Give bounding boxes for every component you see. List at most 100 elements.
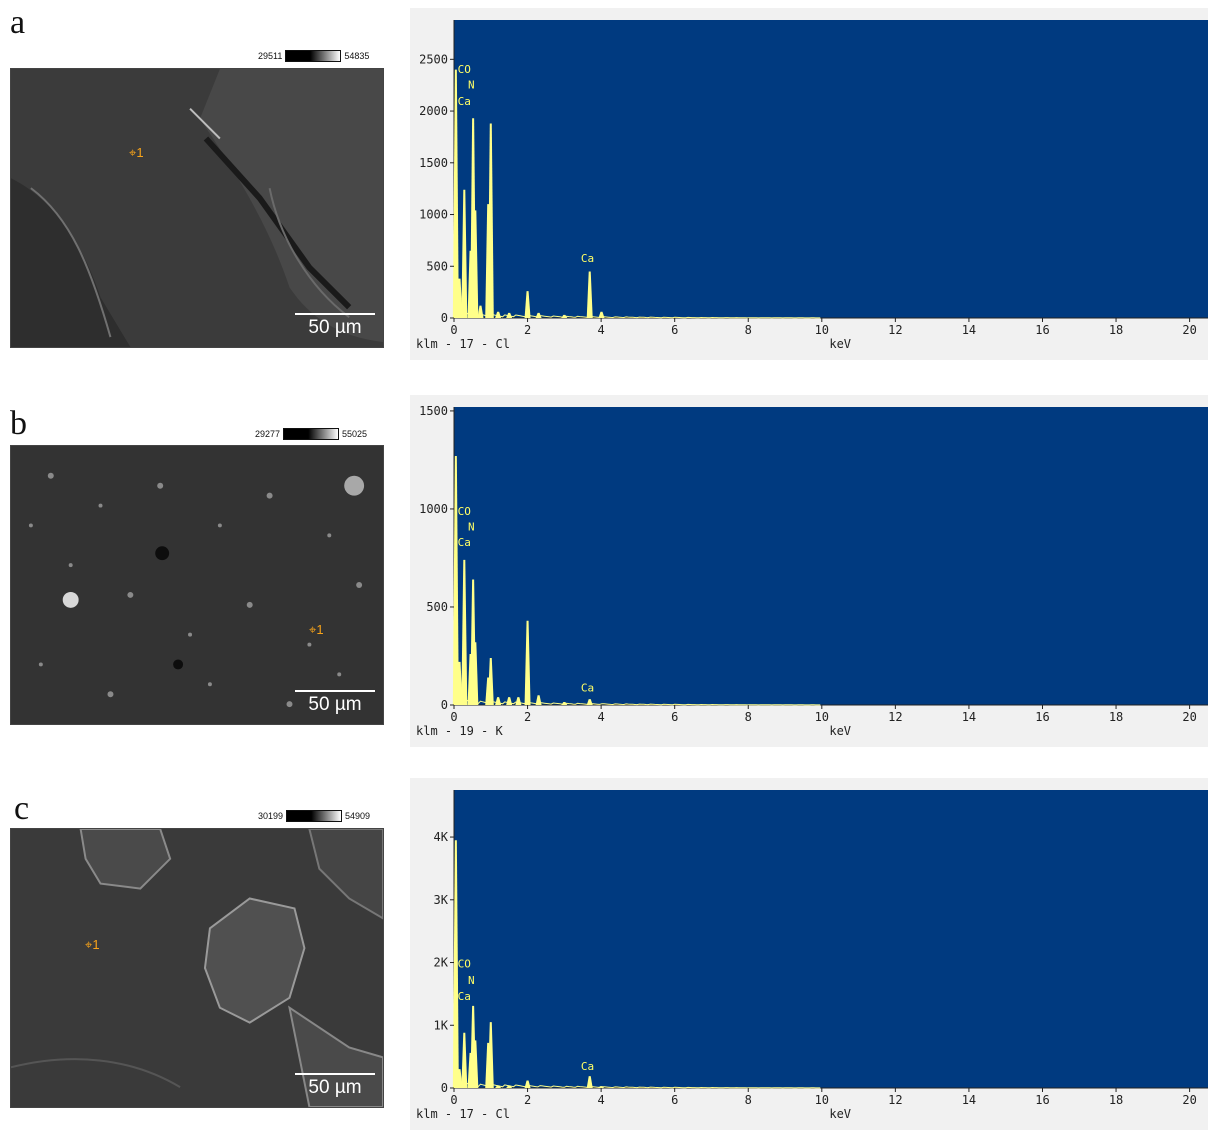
spectrum-peak [586,699,593,705]
x-tick-label: 16 [1035,1093,1049,1107]
spectrum-peak [598,311,605,318]
plot-area [454,407,1208,705]
spectrum-peak [477,305,484,318]
y-tick-label: 2500 [419,52,448,66]
panel-letter: a [10,4,26,41]
y-tick-label: 4K [434,830,449,844]
y-tick-label: 2000 [419,104,448,118]
spectrum-peak [452,840,459,1088]
spectrum-peak [472,1040,479,1088]
ramp-high-label: 54909 [345,811,371,821]
ramp-low-label: 29511 [258,51,283,61]
x-tick-label: 16 [1035,710,1049,724]
element-label: CO [458,958,471,971]
plot-area [454,20,1208,318]
ramp-low-label: 29277 [255,429,281,439]
scale-label: 50 µm [308,317,362,338]
y-tick-label: 1000 [419,208,448,222]
x-tick-label: 6 [671,1093,678,1107]
element-label: Ca [581,252,594,265]
element-label: CO [458,63,471,76]
spectrum-baseline [453,699,821,706]
spectrum-footer: klm - 17 - Cl [416,337,510,351]
x-tick-label: 10 [815,323,829,337]
y-tick-label: 1500 [419,156,448,170]
spectrum-peak [452,69,459,318]
element-label: Ca [581,681,594,694]
spectrum-baseline [453,312,821,319]
x-tick-label: 10 [815,1093,829,1107]
x-tick-label: 0 [450,1093,457,1107]
scale-bar: 50 µm [295,313,375,339]
panel-letter: b [10,405,27,442]
x-tick-label: 18 [1109,710,1123,724]
y-tick-label: 0 [441,1081,448,1095]
spectrum-chart: CO N Ca Ca 0 2 4 6 8 10 12 14 16 18 20 0 500 1000 1500 2000… [416,20,1208,351]
spectrum-peak [506,312,513,318]
x-tick-label: 4 [598,1093,605,1107]
sem-image: ⌖1 50 µm [10,68,384,348]
ramp-high-label: 55025 [342,429,368,439]
x-tick-label: 18 [1109,323,1123,337]
panel-c: c 30199 54909 ⌖1 50 µm CO N Ca Ca 0 2 4 6 8 10 12 1… [0,770,1208,1130]
spectrum-peak [467,1052,474,1088]
scale-bar: 50 µm [295,1073,375,1099]
element-label: Ca [581,1060,594,1073]
spectrum-footer: klm - 17 - Cl [416,1107,510,1121]
spectrum-peak [461,1032,468,1088]
sem-texture [11,446,383,724]
x-tick-label: 2 [524,323,531,337]
x-tick-label: 16 [1035,323,1049,337]
spot-marker: ⌖1 [129,145,144,160]
x-tick-label: 10 [815,710,829,724]
spectrum-peak [472,210,479,318]
x-tick-label: 20 [1182,323,1196,337]
x-axis-title: keV [829,337,851,351]
y-tick-label: 0 [441,311,448,325]
plot-area [454,790,1208,1088]
x-axis-title: keV [829,724,851,738]
spectrum-peak [561,314,568,318]
element-label: Ca [458,95,471,108]
x-tick-label: 8 [745,710,752,724]
ramp-high-label: 54835 [344,51,370,61]
spectrum-peak [487,123,494,318]
ramp-gradient [285,50,342,62]
scale-label: 50 µm [308,694,362,715]
panel-b: b 29277 55025 ⌖1 50 µm CO N Ca [0,385,1208,755]
ramp-low-label: 30199 [258,811,284,821]
sem-image: ⌖1 50 µm [10,445,384,725]
scale-bar: 50 µm [295,690,375,716]
x-tick-label: 6 [671,323,678,337]
sem-image: ⌖1 50 µm [10,828,384,1108]
eds-spectrum: CO N Ca Ca 0 2 4 6 8 10 12 14 16 18 20 0 500 1000 1500 keV k… [410,395,1208,747]
spectrum-peak [467,654,474,705]
intensity-ramp: 29511 54835 [258,50,369,62]
x-tick-label: 14 [962,710,976,724]
panel-letter: c [14,790,30,827]
sem-texture [11,69,383,347]
spectrum-peak [456,1069,463,1088]
y-tick-label: 1500 [419,404,448,418]
x-tick-label: 20 [1182,1093,1196,1107]
panel-a: a 29511 54835 ⌖1 50 µm CO N Ca Ca 0 2 4 6 8 10 12 1… [0,0,1208,370]
spectrum-peak [495,311,502,318]
intensity-ramp: 29277 55025 [255,428,367,440]
x-tick-label: 6 [671,710,678,724]
spectrum-peak [506,1085,513,1088]
eds-spectrum: CO N Ca Ca 0 2 4 6 8 10 12 14 16 18 20 0 500 1000 1500 2000… [410,8,1208,360]
x-tick-label: 14 [962,1093,976,1107]
spectrum-chart: CO N Ca Ca 0 2 4 6 8 10 12 14 16 18 20 0 1K 2K 3K 4K keV klm … [416,790,1208,1121]
element-label: CO [458,505,471,518]
scale-label: 50 µm [308,1077,362,1098]
spectrum-peak [456,661,463,705]
spectrum-peak [472,642,479,705]
element-label: N [468,974,475,987]
spectrum-peak [487,657,494,705]
ramp-gradient [286,810,343,822]
x-tick-label: 8 [745,1093,752,1107]
x-tick-label: 0 [450,710,457,724]
spectrum-peak [524,1080,531,1088]
element-label: N [468,78,475,91]
x-tick-label: 14 [962,323,976,337]
